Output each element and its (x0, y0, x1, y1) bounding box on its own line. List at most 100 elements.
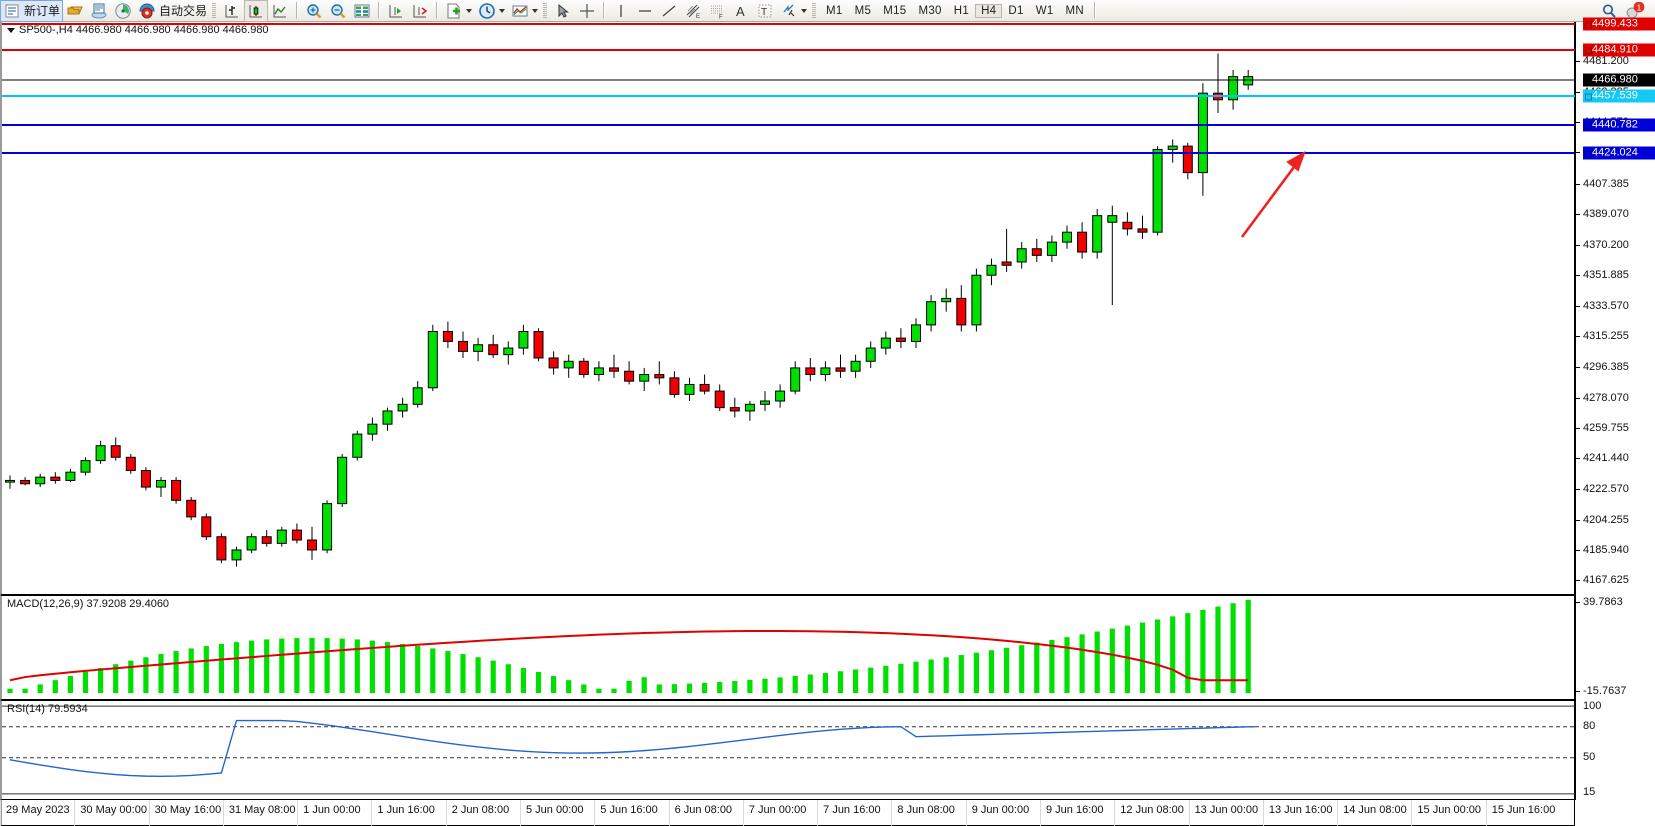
zoom-in-button[interactable] (302, 1, 326, 21)
drag-knob[interactable] (1585, 93, 1592, 101)
toolbar-grip[interactable] (212, 2, 217, 19)
clock-icon (478, 2, 496, 20)
equidistant-channel-tool-button[interactable]: E (681, 1, 705, 21)
price-line-label-current-price[interactable]: 4466.980 (1583, 73, 1655, 87)
new-chart-icon (445, 2, 463, 20)
price-pane[interactable]: SP500-,H4 4466.980 4466.980 4466.980 446… (0, 22, 1575, 595)
horizontal-line-tool-button[interactable] (633, 1, 657, 21)
history-folder-button[interactable] (63, 1, 87, 21)
vertical-line-icon (612, 2, 630, 20)
time-axis-label: 2 Jun 08:00 (451, 804, 510, 816)
chevron-down-icon[interactable] (466, 8, 473, 13)
toolbar-grip[interactable] (543, 2, 548, 19)
price-line-label-support-cyan[interactable]: 4457.539 (1583, 89, 1655, 103)
bar-chart-icon (223, 2, 241, 20)
svg-text:F: F (719, 14, 723, 20)
vertical-line-tool-button[interactable] (609, 1, 633, 21)
timeframe-h1[interactable]: H1 (953, 4, 970, 17)
timeframe-m5[interactable]: M5 (854, 4, 872, 17)
text-tool-button[interactable]: A (729, 1, 753, 21)
drag-knob[interactable] (1585, 150, 1592, 158)
data-window-button[interactable] (350, 1, 374, 21)
time-axis-separator (1114, 800, 1116, 826)
price-tick (1575, 550, 1580, 552)
new-chart-button[interactable] (442, 1, 475, 21)
arrows-tool-button[interactable] (777, 1, 810, 21)
timeframe-mn[interactable]: MN (1065, 4, 1085, 17)
signal-button[interactable] (111, 1, 135, 21)
terminal-button[interactable] (87, 1, 111, 21)
time-axis-label: 29 May 2023 (6, 804, 70, 816)
notifications-button[interactable]: 1 (1621, 1, 1649, 21)
rsi-label: RSI(14) 79.5934 (7, 703, 88, 715)
drag-knob[interactable] (1585, 47, 1592, 55)
drag-knob[interactable] (1585, 21, 1592, 29)
time-axis-label: 9 Jun 16:00 (1046, 804, 1104, 816)
price-line-label-support-blue-lower[interactable]: 4424.024 (1583, 146, 1655, 160)
rsi-scale-label: 50 (1583, 750, 1596, 763)
search-button[interactable] (1597, 1, 1621, 21)
chevron-down-icon[interactable] (532, 8, 539, 13)
time-axis-separator (0, 800, 1, 826)
rsi-canvas (2, 705, 1575, 795)
rsi-scale-label: 15 (1583, 786, 1596, 798)
price-tick (1575, 305, 1580, 307)
time-axis-separator (891, 800, 893, 826)
timeframe-h4[interactable]: H4 (975, 3, 1003, 18)
bar-chart-button[interactable] (220, 1, 244, 21)
time-axis-label: 30 May 16:00 (154, 804, 222, 816)
drag-knob[interactable] (1585, 77, 1592, 85)
fibonacci-tool-button[interactable]: F (705, 1, 729, 21)
crosshair-tool-button[interactable] (575, 1, 599, 21)
time-axis-separator (371, 800, 373, 826)
auto-trading-button[interactable]: 自动交易 (135, 1, 210, 21)
timeframe-m15[interactable]: M15 (883, 4, 907, 17)
time-axis-separator (1040, 800, 1041, 826)
timeframe-m30[interactable]: M30 (918, 4, 942, 17)
price-tick (1575, 519, 1580, 521)
auto-trading-icon (138, 2, 156, 20)
timeframe-m1[interactable]: M1 (826, 4, 843, 17)
period-button[interactable] (475, 1, 508, 21)
templates-button[interactable] (508, 1, 541, 21)
price-tick-label: 4296.385 (1583, 361, 1629, 374)
cursor-tool-button[interactable] (551, 1, 575, 21)
zoom-out-button[interactable] (326, 1, 350, 21)
chart-area[interactable]: SP500-,H4 4466.980 4466.980 4466.980 446… (0, 17, 1655, 826)
line-chart-button[interactable] (268, 1, 292, 21)
price-line-label-support-blue-upper[interactable]: 4440.782 (1583, 118, 1655, 132)
price-tick (1575, 275, 1580, 277)
price-line-label-resistance-upper[interactable]: 4499.433 (1583, 17, 1655, 31)
toolbar-separator (378, 2, 381, 19)
collapse-arrow-icon[interactable] (7, 27, 15, 33)
timeframe-w1[interactable]: W1 (1035, 4, 1054, 17)
drag-knob[interactable] (1585, 122, 1592, 130)
time-axis-separator (1337, 800, 1339, 826)
price-tick (1575, 152, 1580, 154)
chevron-down-icon[interactable] (801, 8, 808, 13)
auto-scroll-button[interactable] (384, 1, 408, 21)
candlestick-chart-button[interactable] (244, 0, 269, 22)
trendline-tool-button[interactable] (657, 1, 681, 21)
toolbar-grip[interactable] (812, 2, 817, 19)
text-label-tool-button[interactable]: T (753, 1, 777, 21)
price-line-value: 4484.910 (1592, 43, 1638, 56)
horizontal-line-icon (636, 2, 654, 20)
rsi-pane[interactable]: RSI(14) 79.5934 (0, 700, 1575, 800)
candlestick-canvas (2, 23, 1575, 567)
crosshair-icon (578, 2, 596, 20)
timeframe-d1[interactable]: D1 (1008, 4, 1024, 17)
price-line-label-resistance-lower[interactable]: 4484.910 (1583, 43, 1655, 57)
price-tick (1575, 367, 1580, 369)
time-axis[interactable]: 29 May 2023 30 May 00:00 30 May 16:00 31 Ma… (0, 800, 1575, 826)
price-tick-label: 4222.570 (1583, 483, 1629, 496)
price-tick-label: 4185.940 (1583, 544, 1629, 557)
price-tick (1575, 458, 1580, 460)
chevron-down-icon[interactable] (499, 8, 506, 13)
macd-scale: 39.7863 -15.7637 (1575, 595, 1655, 700)
macd-scale-label: -15.7637 (1583, 685, 1627, 697)
new-order-button[interactable]: 新订单 (0, 0, 64, 22)
macd-pane[interactable]: MACD(12,26,9) 37.9208 29.4060 (0, 595, 1575, 700)
time-axis-separator (1188, 800, 1190, 826)
chart-shift-button[interactable] (408, 1, 432, 21)
